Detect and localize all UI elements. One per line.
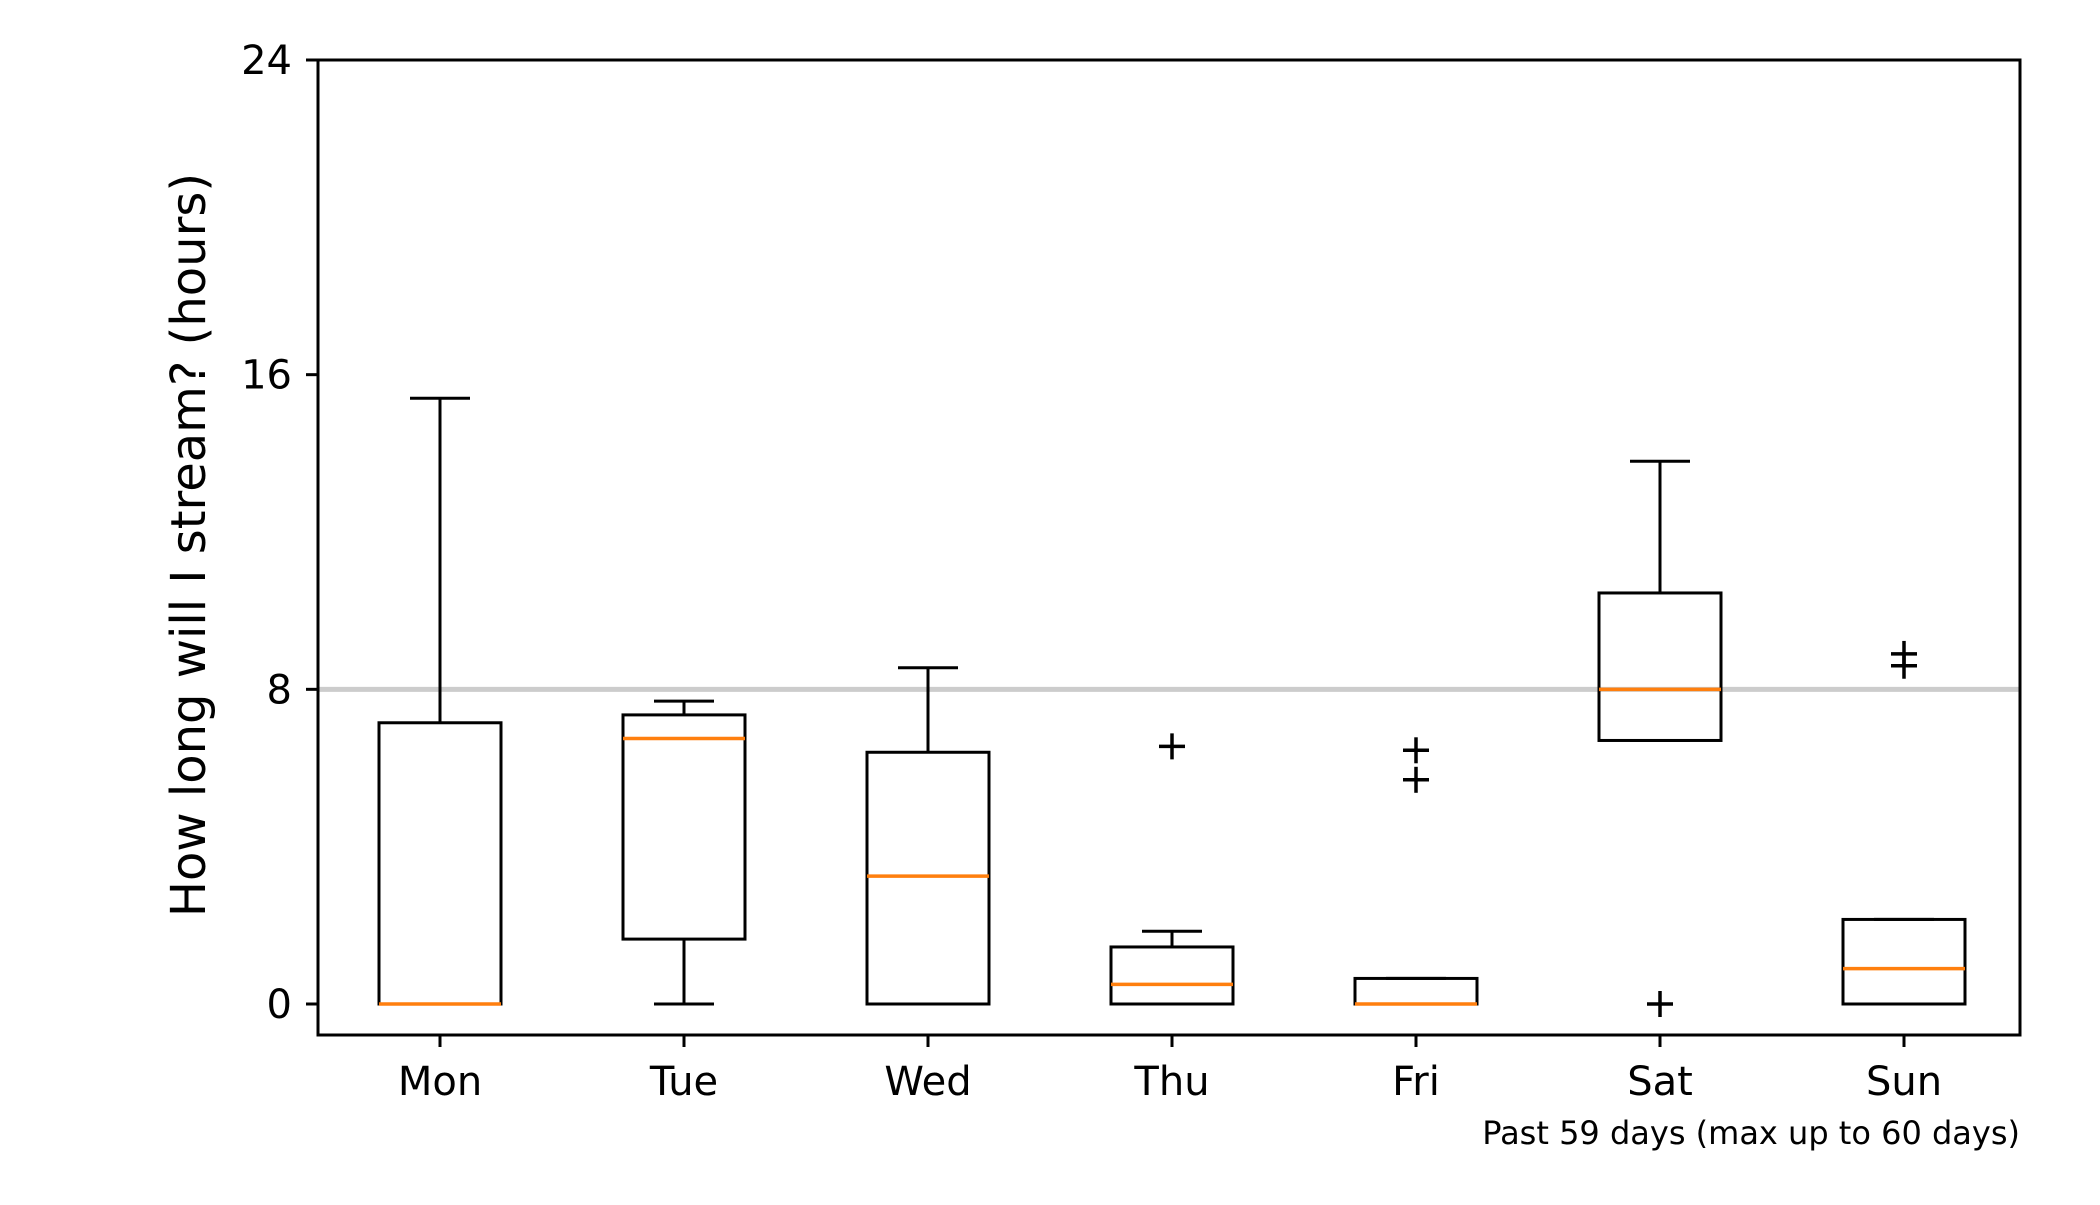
- box: [1109, 945, 1235, 1006]
- outlier-marker: [1403, 737, 1429, 764]
- outlier-marker: [1403, 766, 1429, 793]
- axes-frame: [316, 58, 2022, 1037]
- outlier-marker: [1647, 991, 1673, 1017]
- y-tick-label: 16: [241, 353, 292, 399]
- y-tick-label: 24: [241, 38, 292, 84]
- x-tick-label: Fri: [1392, 1059, 1440, 1105]
- outlier-marker: [1891, 652, 1917, 679]
- box: [1353, 976, 1479, 1006]
- y-tick-label: 8: [267, 667, 292, 713]
- outlier-marker: [1159, 733, 1185, 760]
- x-tick-label: Wed: [884, 1059, 971, 1105]
- x-tick-label: Mon: [398, 1059, 482, 1105]
- box: [1597, 591, 1723, 742]
- x-tick-label: Thu: [1133, 1059, 1209, 1105]
- y-tick-label: 0: [267, 982, 292, 1028]
- footnote: Past 59 days (max up to 60 days): [1482, 1114, 2020, 1152]
- box: [1841, 917, 1967, 1006]
- y-axis-label: How long will I stream? (hours): [161, 173, 217, 917]
- x-tick-label: Sat: [1627, 1059, 1693, 1105]
- x-tick-label: Sun: [1866, 1059, 1942, 1105]
- plot-layer: 0 8 16 24 Mon Tue Wed Thu Fri Sat Sun: [241, 38, 2022, 1105]
- box: [621, 713, 747, 941]
- box: [865, 750, 991, 1006]
- box: [377, 721, 503, 1006]
- x-tick-label: Tue: [649, 1059, 718, 1105]
